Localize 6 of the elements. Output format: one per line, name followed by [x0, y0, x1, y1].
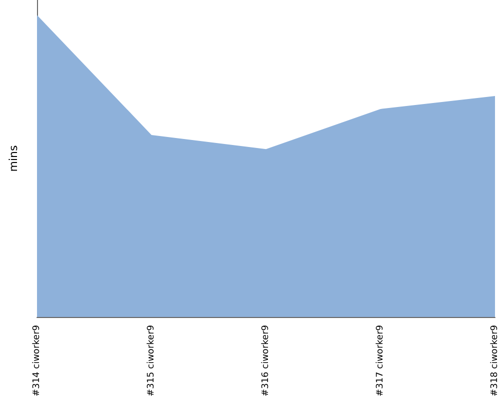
x-tick-label: #318 ciworker9 [490, 324, 500, 396]
x-tick-label: #314 ciworker9 [32, 324, 42, 396]
x-tick-label: #315 ciworker9 [146, 324, 156, 396]
x-tick-label: #316 ciworker9 [261, 324, 271, 396]
y-axis-title: mins [7, 145, 20, 172]
x-tick-label: #317 ciworker9 [376, 324, 386, 396]
